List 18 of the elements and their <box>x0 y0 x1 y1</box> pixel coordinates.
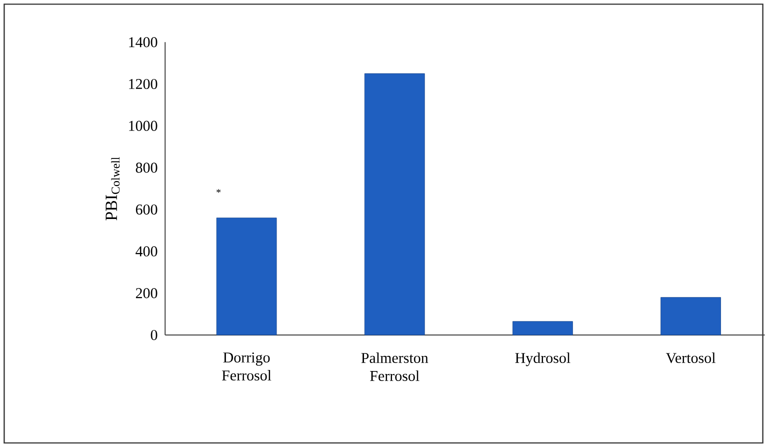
y-tick-label: 400 <box>136 246 158 256</box>
y-tick-label: 0 <box>150 330 158 340</box>
y-tick-label: 1400 <box>129 37 158 48</box>
x-tick-label: Vertosol <box>666 352 716 364</box>
annotation: * <box>216 189 221 193</box>
y-tick-label: 1200 <box>129 78 158 89</box>
bar <box>512 321 573 336</box>
y-axis-title: PBI$_{Colwell}$ <box>106 156 120 220</box>
bar <box>364 73 425 336</box>
bar <box>216 218 277 336</box>
y-tick-label: 200 <box>136 288 158 298</box>
y-tick-label: 600 <box>136 204 158 214</box>
x-tick-label: Palmerston Ferrosol <box>361 352 428 381</box>
bar <box>660 297 721 336</box>
y-tick-label: 800 <box>136 162 158 173</box>
y-tick-label: 1000 <box>129 120 158 131</box>
x-tick-label: Dorrigo Ferrosol <box>222 352 272 380</box>
x-tick-label: Hydrosol <box>515 352 570 366</box>
